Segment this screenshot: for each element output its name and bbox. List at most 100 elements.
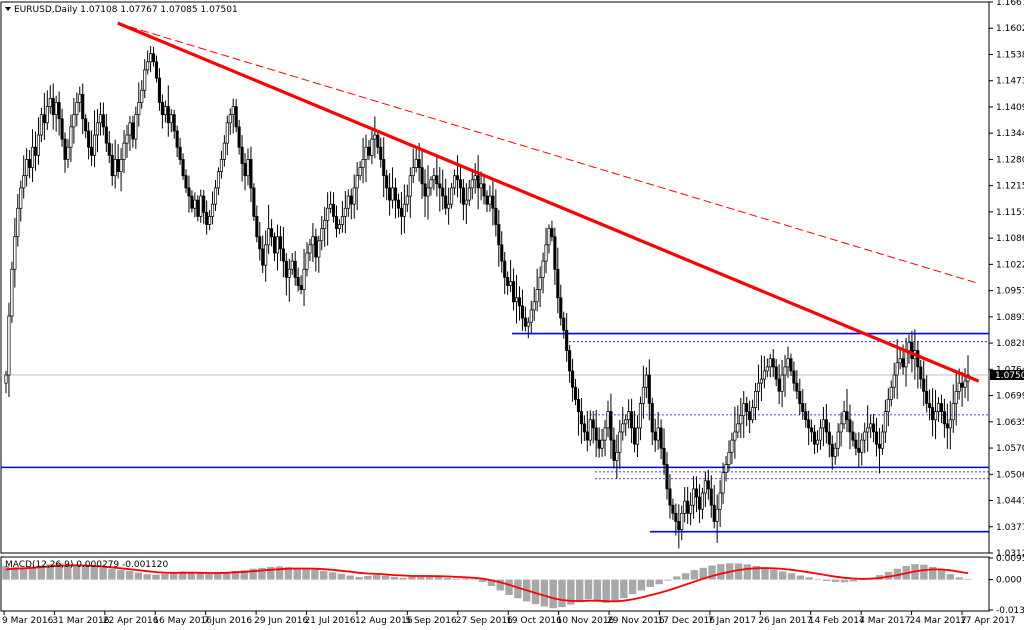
candle (243, 152, 247, 191)
candle (910, 330, 914, 373)
trendlines (117, 21, 980, 383)
candle (187, 175, 191, 213)
macd-histogram-bar (293, 568, 301, 580)
macd-histogram-bar (434, 576, 443, 580)
candle (308, 239, 312, 262)
price-tick-label: 1.16025 (996, 24, 1024, 34)
candle (954, 371, 958, 426)
macd-histogram-bar (814, 579, 822, 580)
price-tick-label: 1.11510 (996, 208, 1024, 218)
candle (296, 267, 300, 292)
candle (107, 131, 111, 164)
collapse-triangle-icon[interactable] (5, 7, 11, 11)
candle (125, 124, 129, 158)
candle (208, 210, 212, 231)
candle (866, 405, 870, 452)
macd-histogram-bar (946, 574, 955, 580)
candle (205, 200, 209, 235)
macd-signal-path (5, 564, 969, 603)
candle (63, 132, 67, 173)
candle (281, 227, 285, 278)
time-tick-label: 24 Mar 2017 (910, 616, 967, 626)
macd-pane[interactable]: 0.009527 0.000 -0.013399 MACD(12,26,9) 0.0… (0, 554, 1024, 616)
candle (252, 183, 256, 222)
macd-histogram-bar (461, 578, 469, 580)
time-tick-label: 19 Oct 2016 (506, 616, 562, 626)
candle (798, 378, 802, 415)
candle (854, 432, 858, 456)
price-tick-label: 1.03770 (996, 523, 1024, 533)
candle (919, 359, 923, 389)
candle (346, 189, 350, 217)
candle (668, 474, 672, 519)
candle (497, 210, 501, 267)
macd-histogram-bar (620, 579, 628, 599)
candle (249, 146, 253, 202)
candle (600, 428, 604, 457)
macd-histogram-bar (637, 579, 646, 591)
candle (753, 382, 758, 421)
price-tick-label: 1.06995 (996, 392, 1024, 402)
macd-histogram-bar (346, 575, 354, 580)
candle (160, 94, 164, 129)
candle (51, 83, 55, 130)
candle (579, 398, 583, 444)
candle (792, 361, 796, 392)
candle (724, 456, 728, 482)
macd-histogram-bar (81, 565, 90, 580)
candle (222, 135, 226, 167)
candle (582, 415, 586, 442)
candle (656, 411, 660, 450)
candle (382, 137, 386, 198)
price-tick-label: 1.08285 (996, 339, 1024, 349)
candle (131, 115, 135, 148)
candle (624, 414, 628, 436)
time-tick-label: 17 Apr 2017 (960, 616, 1016, 626)
candle (916, 341, 920, 389)
candle (388, 173, 392, 216)
macd-histogram-bar (187, 571, 196, 580)
candle (630, 398, 634, 444)
candle (635, 415, 640, 458)
candle (343, 190, 347, 234)
candle (284, 253, 288, 296)
candle (727, 440, 731, 472)
candle (66, 139, 70, 168)
candle (69, 114, 73, 162)
macd-histogram-bar (964, 578, 972, 580)
candle (960, 371, 964, 407)
macd-histogram-bar (337, 573, 346, 580)
candle (653, 418, 657, 452)
candle (444, 178, 448, 215)
macd-tick-label: 0.000 (996, 576, 1022, 586)
candle (337, 219, 342, 235)
candle (715, 494, 719, 543)
candle (426, 165, 430, 220)
candle (78, 86, 82, 113)
candle (305, 241, 309, 277)
candle (228, 108, 232, 135)
time-tick-label: 17 Dec 2016 (657, 616, 715, 626)
macd-histogram-bar (152, 574, 160, 580)
candle (869, 414, 873, 438)
macd-histogram-bar (734, 563, 743, 580)
candle (255, 205, 259, 243)
candle (736, 405, 740, 439)
candle (75, 92, 79, 127)
macd-histogram-bar (893, 568, 902, 580)
candle (951, 384, 955, 433)
price-pane[interactable]: 1.16670 1.16025 1.15380 1.14735 1.14090 1.134… (0, 0, 1024, 559)
candle (399, 191, 403, 235)
candle (376, 130, 380, 154)
candle (925, 375, 929, 413)
candle (140, 80, 144, 109)
candle (332, 192, 336, 223)
candle (638, 396, 642, 441)
candle (45, 90, 49, 130)
macd-histogram-bar (575, 579, 584, 602)
candle (863, 422, 867, 454)
macd-histogram-bar (496, 579, 504, 591)
macd-histogram-bar (364, 575, 372, 580)
macd-histogram-bar (399, 577, 407, 580)
